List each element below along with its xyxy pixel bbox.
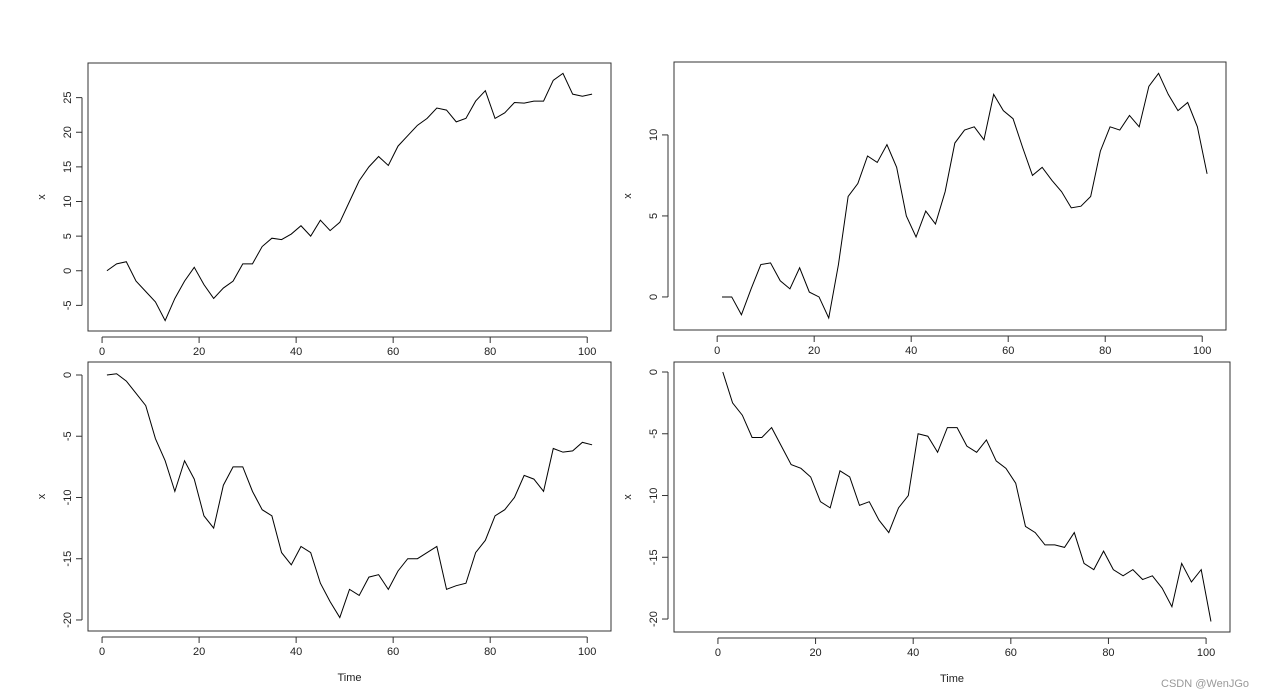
y-axis-label: x [622, 494, 634, 500]
x-tick-label: 40 [907, 647, 919, 659]
y-axis-label: x [622, 193, 634, 199]
plot-frame [87, 361, 612, 632]
series-line [106, 373, 593, 619]
x-tick-label: 0 [714, 345, 720, 357]
x-tick-label: 20 [193, 346, 205, 358]
y-axis-label: x [36, 194, 48, 200]
series-line [106, 72, 593, 322]
x-tick-label: 80 [1102, 647, 1114, 659]
y-tick-label: 5 [62, 233, 74, 239]
y-tick-label: -15 [62, 551, 74, 567]
x-tick-label: 20 [808, 345, 820, 357]
x-tick-label: 20 [193, 646, 205, 658]
x-tick-label: 100 [578, 646, 596, 658]
y-axis-label: x [36, 493, 48, 499]
y-tick-label: -5 [648, 429, 660, 439]
y-tick-label: -20 [648, 611, 660, 627]
y-tick-label: 5 [648, 213, 660, 219]
x-tick-label: 100 [1193, 345, 1211, 357]
x-tick-label: 40 [905, 345, 917, 357]
x-tick-label: 100 [578, 346, 596, 358]
y-tick-label: -15 [648, 549, 660, 565]
y-tick-label: 0 [648, 294, 660, 300]
plot-frame [673, 361, 1231, 633]
y-tick-label: -10 [648, 488, 660, 504]
x-tick-label: 60 [387, 346, 399, 358]
x-tick-label: 60 [387, 646, 399, 658]
y-tick-label: 0 [62, 268, 74, 274]
x-tick-label: 0 [715, 647, 721, 659]
x-tick-label: 80 [484, 346, 496, 358]
y-tick-label: 15 [62, 161, 74, 173]
y-tick-label: -10 [62, 490, 74, 506]
y-tick-label: 20 [62, 126, 74, 138]
x-tick-label: 40 [290, 346, 302, 358]
y-tick-label: 10 [62, 195, 74, 207]
y-tick-label: 25 [62, 92, 74, 104]
y-tick-label: -5 [62, 431, 74, 441]
x-tick-label: 60 [1002, 345, 1014, 357]
x-axis-label: Time [337, 672, 361, 684]
y-tick-label: 0 [648, 369, 660, 375]
x-tick-label: 100 [1197, 647, 1215, 659]
x-tick-label: 0 [99, 646, 105, 658]
x-tick-label: 20 [809, 647, 821, 659]
y-tick-label: 0 [62, 372, 74, 378]
x-tick-label: 80 [1099, 345, 1111, 357]
series-line [722, 371, 1212, 622]
x-tick-label: 60 [1005, 647, 1017, 659]
series-line [722, 72, 1208, 320]
x-tick-label: 0 [99, 346, 105, 358]
plot-frame [673, 61, 1227, 331]
plot-frame [87, 62, 612, 332]
x-tick-label: 40 [290, 646, 302, 658]
watermark: CSDN @WenJGo [1161, 678, 1249, 690]
y-tick-label: 10 [648, 129, 660, 141]
x-tick-label: 80 [484, 646, 496, 658]
x-axis-label: Time [940, 673, 964, 685]
y-tick-label: -5 [62, 300, 74, 310]
y-tick-label: -20 [62, 612, 74, 628]
